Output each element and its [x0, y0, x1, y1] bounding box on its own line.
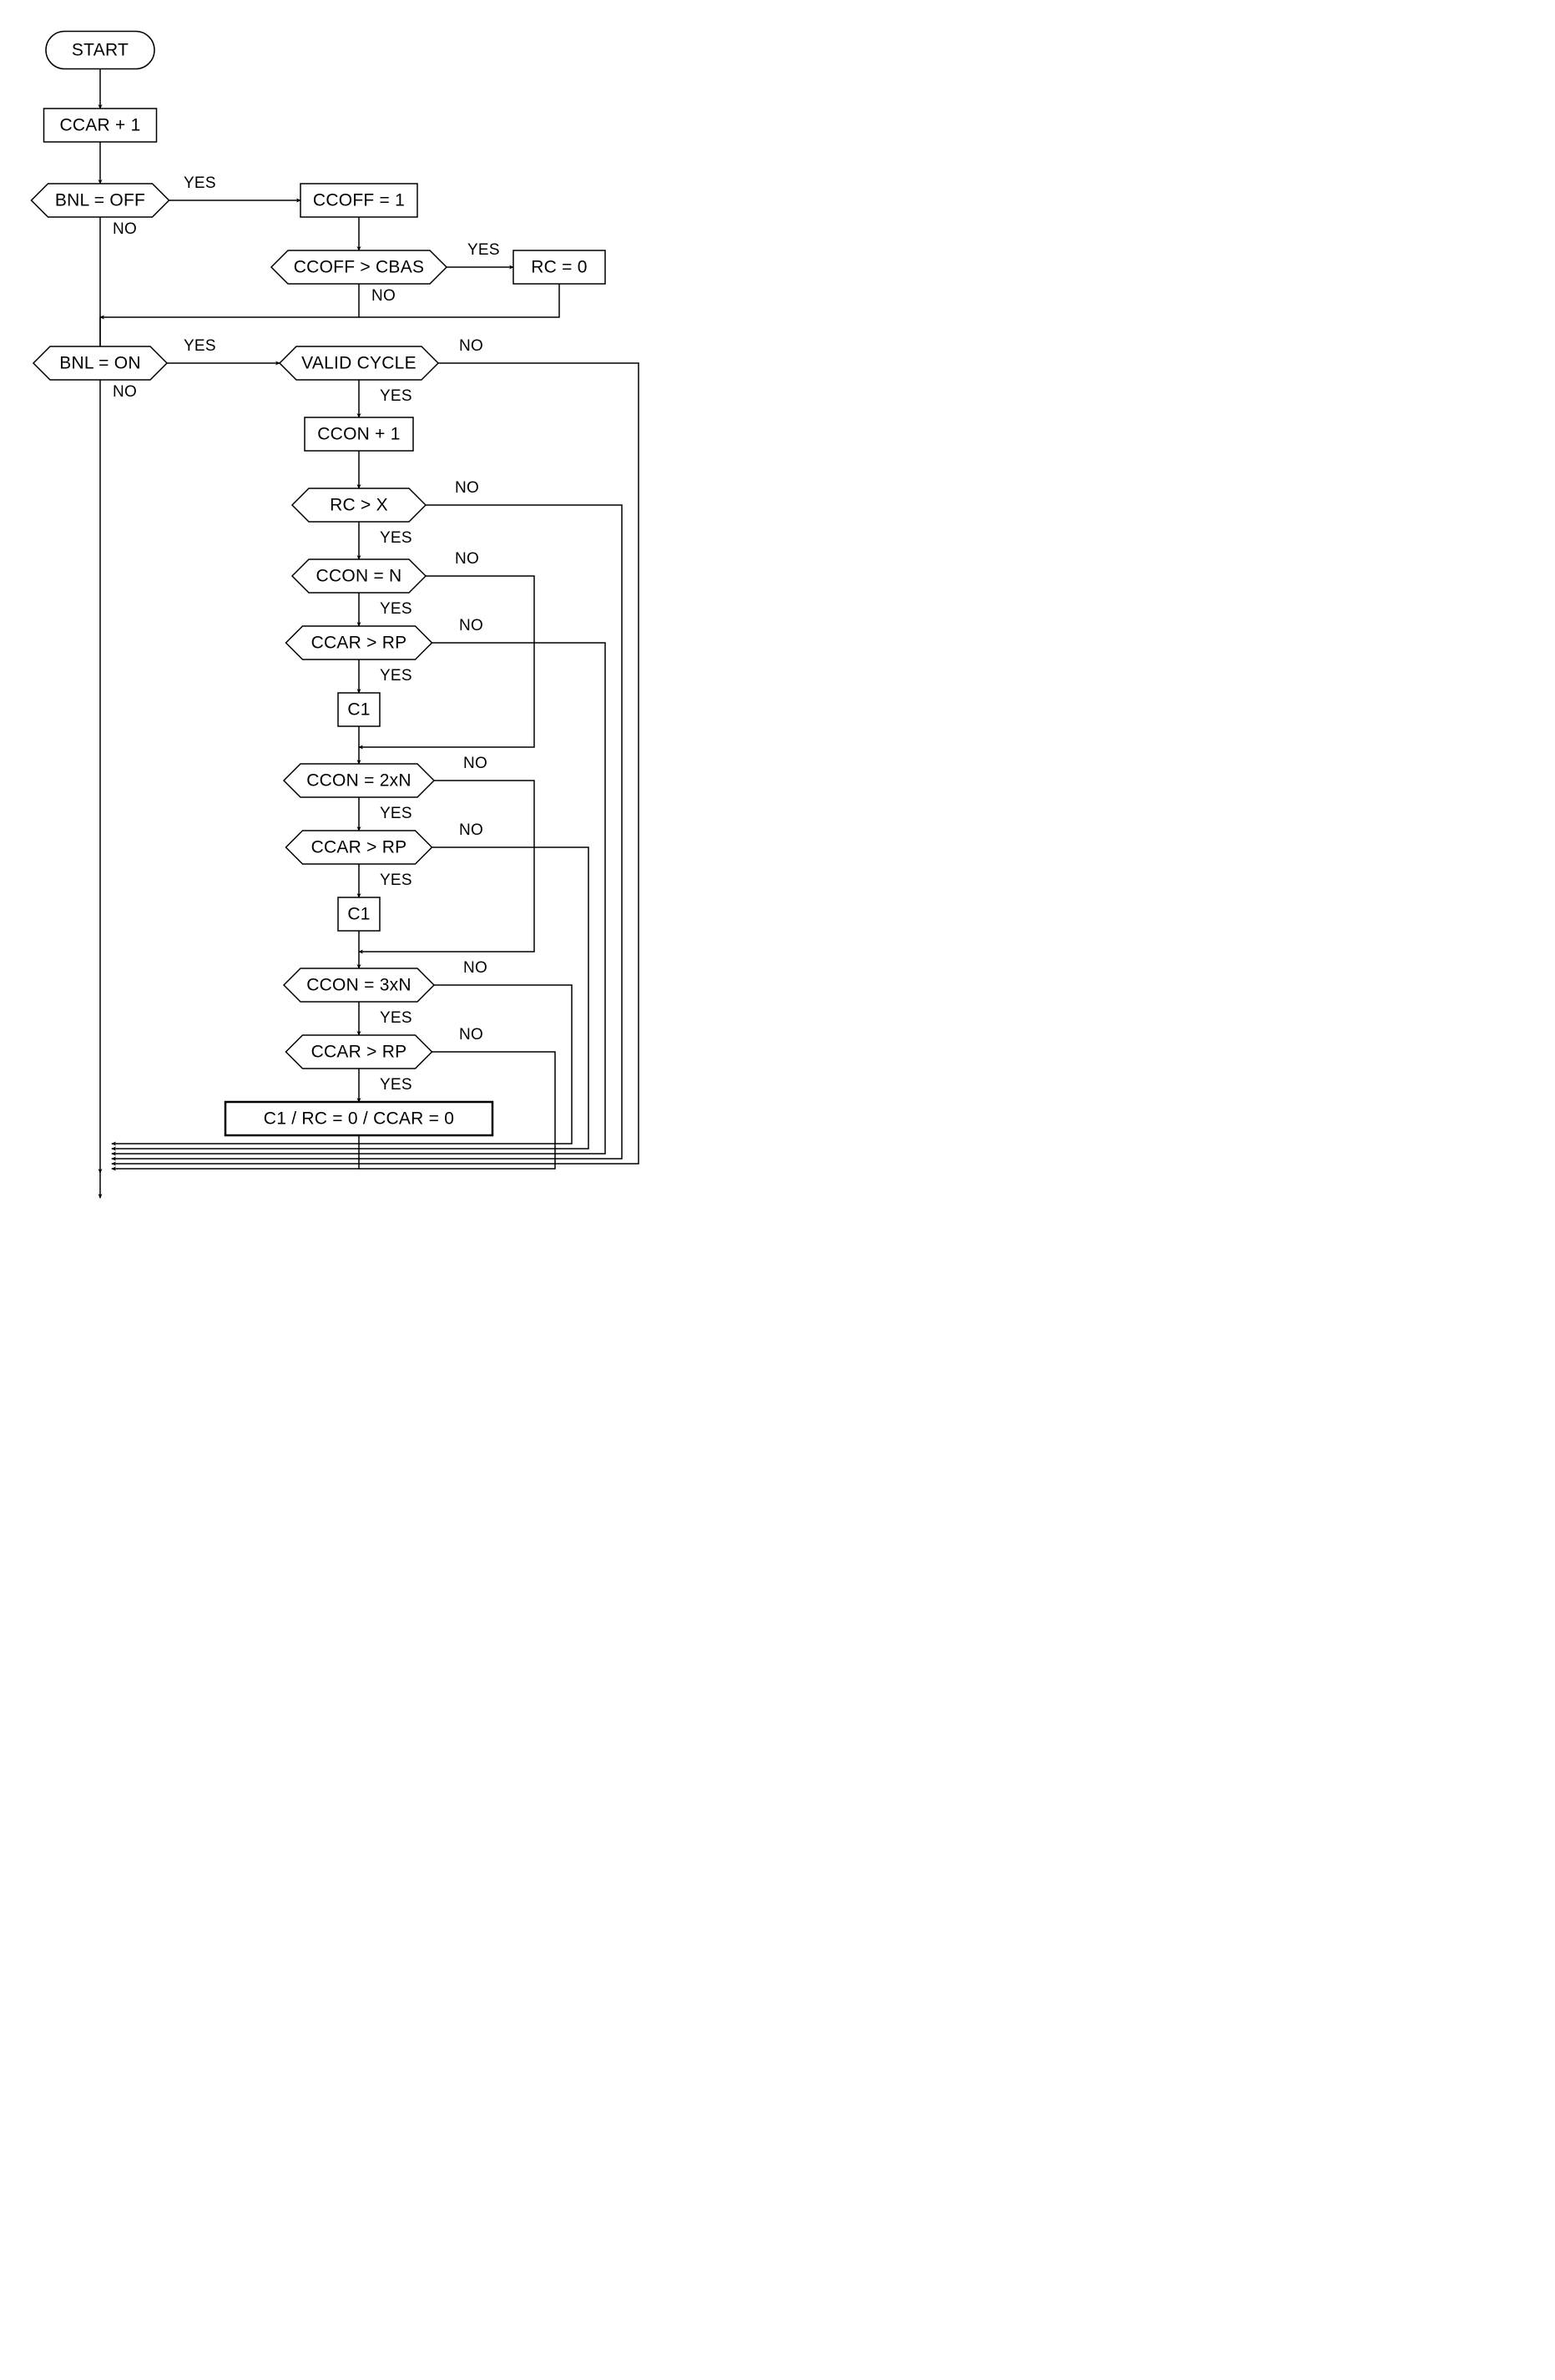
edge-label: NO — [459, 821, 483, 839]
node-label: RC = 0 — [531, 258, 587, 277]
edge-label: NO — [113, 383, 137, 401]
edge-label: YES — [184, 337, 216, 355]
node-rcx: RC > X — [292, 488, 426, 522]
node-label: CCAR > RP — [311, 1043, 407, 1062]
flowchart-diagram: YES NO YES NO YES NO YES NO YES NO YES NO YES NO YES NO… — [17, 17, 795, 1207]
node-validcycle: VALID CYCLE — [280, 346, 438, 380]
node-c1a: C1 — [338, 693, 380, 726]
edge-label: YES — [380, 667, 412, 685]
edge-label: YES — [380, 805, 412, 822]
edge-label: NO — [113, 220, 137, 238]
edge-label: YES — [380, 600, 412, 618]
node-label: CCAR + 1 — [59, 116, 140, 135]
node-start: START — [46, 32, 154, 69]
node-ccarrp3: CCAR > RP — [286, 1035, 432, 1069]
node-ccoffcbas: CCOFF > CBAS — [271, 250, 447, 284]
node-label: VALID CYCLE — [301, 354, 417, 373]
node-ccon2n: CCON = 2xN — [284, 764, 434, 797]
edge-label: YES — [380, 529, 412, 547]
node-final: C1 / RC = 0 / CCAR = 0 — [225, 1102, 492, 1135]
edge-label: YES — [467, 241, 500, 259]
node-bnlon: BNL = ON — [33, 346, 167, 380]
node-ccoff1: CCOFF = 1 — [300, 184, 417, 217]
node-label: CCON = N — [316, 567, 402, 586]
node-label: CCOFF > CBAS — [294, 258, 424, 277]
node-ccon3n: CCON = 3xN — [284, 968, 434, 1002]
edge-label: NO — [371, 287, 396, 305]
edge-label: NO — [455, 550, 479, 568]
node-label: C1 — [347, 700, 370, 720]
node-label: BNL = OFF — [55, 191, 145, 210]
node-cconn: CCON = N — [292, 559, 426, 593]
node-label: BNL = ON — [59, 354, 141, 373]
edge-label: YES — [380, 1009, 412, 1027]
node-label: C1 — [347, 905, 370, 924]
node-label: RC > X — [330, 496, 388, 515]
node-label: CCAR > RP — [311, 634, 407, 653]
node-rc0: RC = 0 — [513, 250, 605, 284]
node-c1b: C1 — [338, 897, 380, 931]
edge-label: NO — [455, 479, 479, 497]
node-ccar1: CCAR + 1 — [44, 109, 157, 142]
node-label: CCOFF = 1 — [313, 191, 405, 210]
node-label: CCON = 2xN — [306, 771, 411, 791]
edge-label: NO — [459, 337, 483, 355]
edge-label: YES — [380, 1076, 412, 1094]
node-bnloff: BNL = OFF — [32, 184, 169, 217]
node-ccarrp2: CCAR > RP — [286, 831, 432, 864]
edge-label: YES — [184, 174, 216, 192]
edge-label: YES — [380, 387, 412, 405]
edge-label: NO — [463, 959, 487, 977]
edge-label: YES — [380, 872, 412, 889]
edge-label: NO — [459, 617, 483, 634]
edge-label: NO — [459, 1026, 483, 1043]
node-label: C1 / RC = 0 / CCAR = 0 — [264, 1109, 454, 1129]
node-label: START — [72, 41, 129, 60]
edge-label: NO — [463, 755, 487, 772]
node-ccon1: CCON + 1 — [305, 417, 413, 451]
edge — [100, 284, 359, 317]
node-ccarrp1: CCAR > RP — [286, 626, 432, 659]
node-label: CCAR > RP — [311, 838, 407, 857]
node-label: CCON + 1 — [317, 425, 400, 444]
node-label: CCON = 3xN — [306, 976, 411, 995]
